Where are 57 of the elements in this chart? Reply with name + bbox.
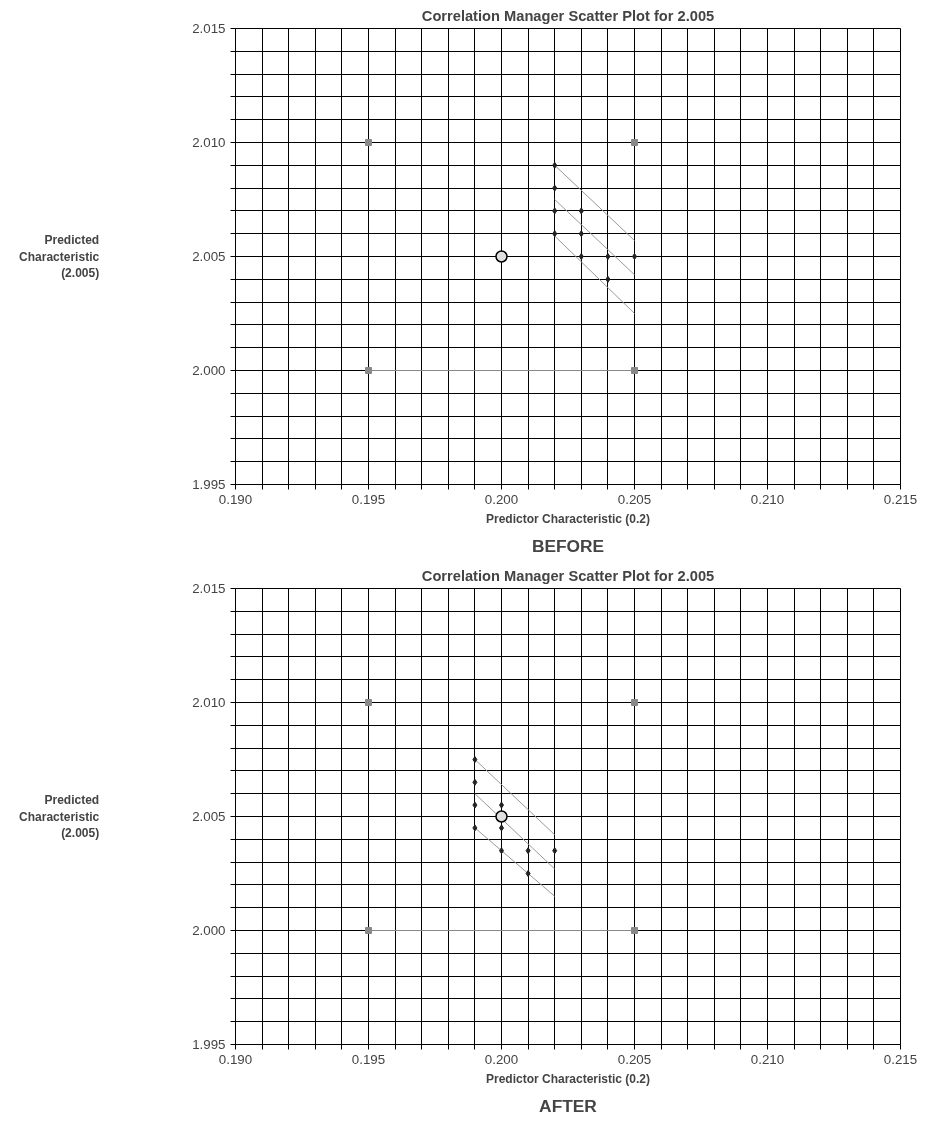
y-tick-label: 2.015 [192, 581, 226, 596]
point [631, 699, 638, 706]
y-tick-label: 2.005 [192, 249, 226, 264]
x-axis-title: Predictor Characteristic (0.2) [485, 1071, 651, 1086]
x-tick-label: 0.205 [617, 1051, 652, 1067]
point [495, 250, 508, 263]
x-tick-label: 0.210 [750, 491, 785, 507]
point [578, 207, 584, 215]
point [605, 253, 611, 260]
x-tick-label: 0.190 [218, 1051, 253, 1067]
point [632, 253, 637, 260]
x-axis-title: Predictor Characteristic (0.2) [485, 511, 651, 526]
x-tick-label: 0.205 [617, 491, 652, 507]
y-tick-label: 2.010 [192, 695, 226, 710]
y-tick-label: 1.995 [192, 477, 226, 492]
x-tick-label: 0.195 [351, 1051, 386, 1067]
y-axis-title: Predicted Characteristic (2.005) [19, 792, 100, 841]
point [365, 699, 372, 706]
point [365, 139, 372, 146]
point [365, 927, 372, 934]
point [472, 756, 478, 763]
point [578, 253, 584, 260]
chart-title: Correlation Manager Scatter Plot for 2.005 [421, 7, 715, 24]
point [552, 847, 558, 855]
point [631, 139, 638, 146]
y-tick-label: 1.995 [192, 1037, 226, 1052]
point [525, 847, 531, 855]
point [552, 207, 558, 215]
x-tick-label: 0.200 [484, 491, 519, 507]
point [365, 367, 372, 374]
y-tick-label: 2.000 [192, 923, 226, 938]
x-tick-label: 0.215 [883, 491, 918, 507]
x-tick-label: 0.190 [218, 491, 253, 507]
point [472, 824, 478, 832]
x-tick-label: 0.195 [351, 491, 386, 507]
point [525, 870, 531, 877]
point [552, 184, 558, 192]
text: BEFORE [531, 535, 605, 556]
point [552, 230, 558, 238]
point [495, 810, 508, 823]
y-tick-label: 2.010 [192, 135, 226, 150]
point [631, 367, 638, 374]
point [605, 275, 611, 283]
point [472, 801, 478, 809]
point [631, 927, 638, 934]
y-tick-label: 2.015 [192, 21, 226, 36]
y-axis-title: Predicted Characteristic (2.005) [19, 232, 100, 281]
text: AFTER [539, 1095, 598, 1116]
chart-title: Correlation Manager Scatter Plot for 2.005 [421, 567, 715, 584]
x-tick-label: 0.215 [883, 1051, 918, 1067]
point [472, 778, 478, 786]
point [578, 230, 584, 238]
y-tick-label: 2.000 [192, 363, 226, 378]
point [552, 161, 558, 169]
y-tick-label: 2.005 [192, 809, 226, 824]
x-tick-label: 0.210 [750, 1051, 785, 1067]
x-tick-label: 0.200 [484, 1051, 519, 1067]
